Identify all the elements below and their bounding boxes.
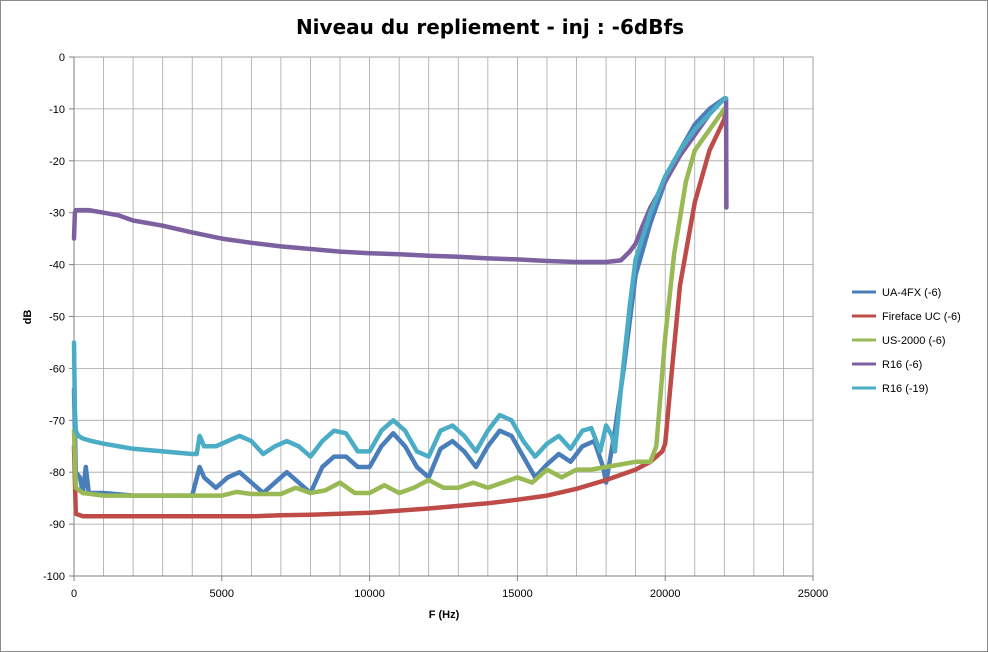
y-tick-label: -70 [49, 415, 65, 427]
y-tick-label: -60 [49, 363, 65, 375]
y-tick-label: 0 [59, 52, 65, 64]
y-axis-label: dB [22, 310, 34, 325]
series-lines [71, 96, 729, 519]
x-axis-label: F (Hz) [429, 609, 460, 621]
x-tick-label: 25000 [798, 588, 829, 600]
y-tick-label: -20 [49, 156, 65, 168]
x-tick-label: 0 [71, 588, 77, 600]
x-tick-label: 20000 [650, 588, 681, 600]
x-tick-label: 5000 [210, 588, 234, 600]
y-tick-label: -30 [49, 208, 65, 220]
y-tick-label: -90 [49, 519, 65, 531]
series-line-fireface-uc-6 [71, 106, 729, 519]
legend-label: R16 (-19) [882, 383, 928, 395]
series-line-r16-19 [71, 96, 729, 459]
x-tick-label: 15000 [502, 588, 533, 600]
legend-label: Fireface UC (-6) [882, 311, 961, 323]
legend: UA-4FX (-6) Fireface UC (-6) US-2000 (-6) R… [852, 287, 961, 395]
legend-label: US-2000 (-6) [882, 335, 946, 347]
legend-label: UA-4FX (-6) [882, 287, 941, 299]
x-tick-label: 10000 [354, 588, 385, 600]
y-tick-label: -100 [43, 571, 65, 583]
chart-title: Niveau du repliement - inj : -6dBfs [296, 15, 684, 39]
legend-label: R16 (-6) [882, 359, 922, 371]
y-tick-label: -50 [49, 312, 65, 324]
series-line-us-2000-6 [71, 106, 729, 498]
series-line-r16-6 [71, 96, 729, 265]
y-tick-label: -10 [49, 104, 65, 116]
y-tick-label: -40 [49, 260, 65, 272]
y-tick-label: -80 [49, 467, 65, 479]
x-axis: 0 5000 10000 15000 20000 25000 [71, 575, 829, 600]
y-axis: 0 -10 -20 -30 -40 -50 -60 -70 -80 -90 -100 [43, 52, 75, 583]
